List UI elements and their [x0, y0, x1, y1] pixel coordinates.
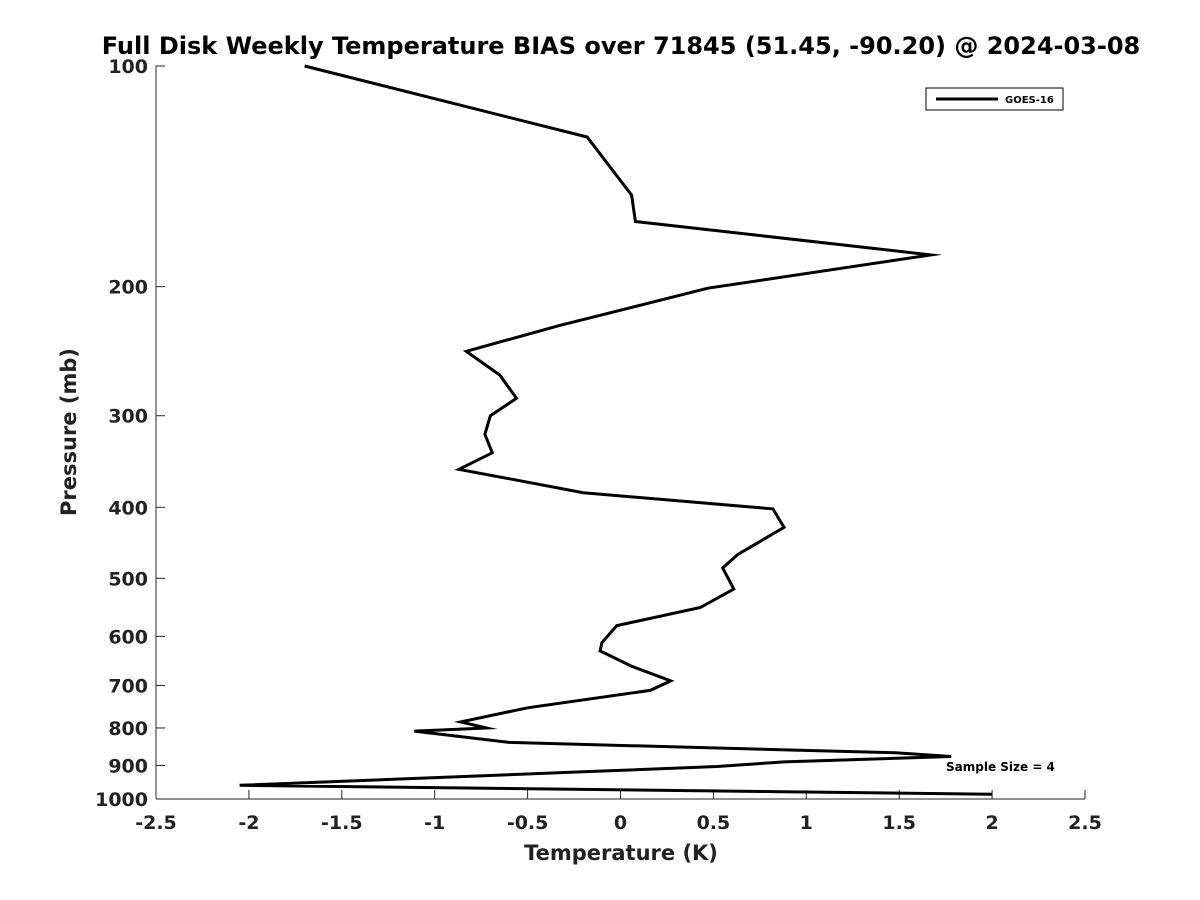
- series-line-goes16: [239, 64, 993, 796]
- y-tick-label: 1000: [95, 789, 148, 811]
- y-tick-label: 100: [108, 56, 148, 78]
- legend-label-goes16: GOES-16: [1005, 95, 1054, 106]
- x-tick-label: -2.5: [135, 812, 177, 834]
- x-tick-label: -0.5: [507, 812, 549, 834]
- x-tick-label: 0.5: [697, 812, 731, 834]
- series-layer: [239, 64, 993, 796]
- chart-title: Full Disk Weekly Temperature BIAS over 7…: [102, 32, 1141, 60]
- y-tick-label: 200: [108, 277, 148, 299]
- axes: -2.5 -2 -1.5 -1 -0.5 0 0.5 1 1.5 2 2.5 100 200 300 400…: [95, 56, 1102, 834]
- x-tick-label: -2: [238, 812, 259, 834]
- y-tick-label: 900: [108, 755, 148, 777]
- y-tick-label: 800: [108, 718, 148, 740]
- x-tick-label: 1.5: [882, 812, 916, 834]
- x-tick-label: -1.5: [321, 812, 363, 834]
- y-axis-label: Pressure (mb): [57, 348, 81, 516]
- legend: GOES-16: [925, 87, 1064, 111]
- y-tick-label: 500: [108, 568, 148, 590]
- y-tick-label: 600: [108, 626, 148, 648]
- x-tick-label: -1: [424, 812, 445, 834]
- y-tick-label: 400: [108, 497, 148, 519]
- y-tick-label: 700: [108, 675, 148, 697]
- x-tick-label: 1: [800, 812, 813, 834]
- x-axis-label: Temperature (K): [524, 841, 718, 865]
- y-tick-label: 300: [108, 406, 148, 428]
- x-tick-label: 0: [614, 812, 627, 834]
- x-tick-label: 2: [985, 812, 998, 834]
- sample-size-annotation: Sample Size = 4: [946, 760, 1055, 774]
- x-tick-label: 2.5: [1068, 812, 1102, 834]
